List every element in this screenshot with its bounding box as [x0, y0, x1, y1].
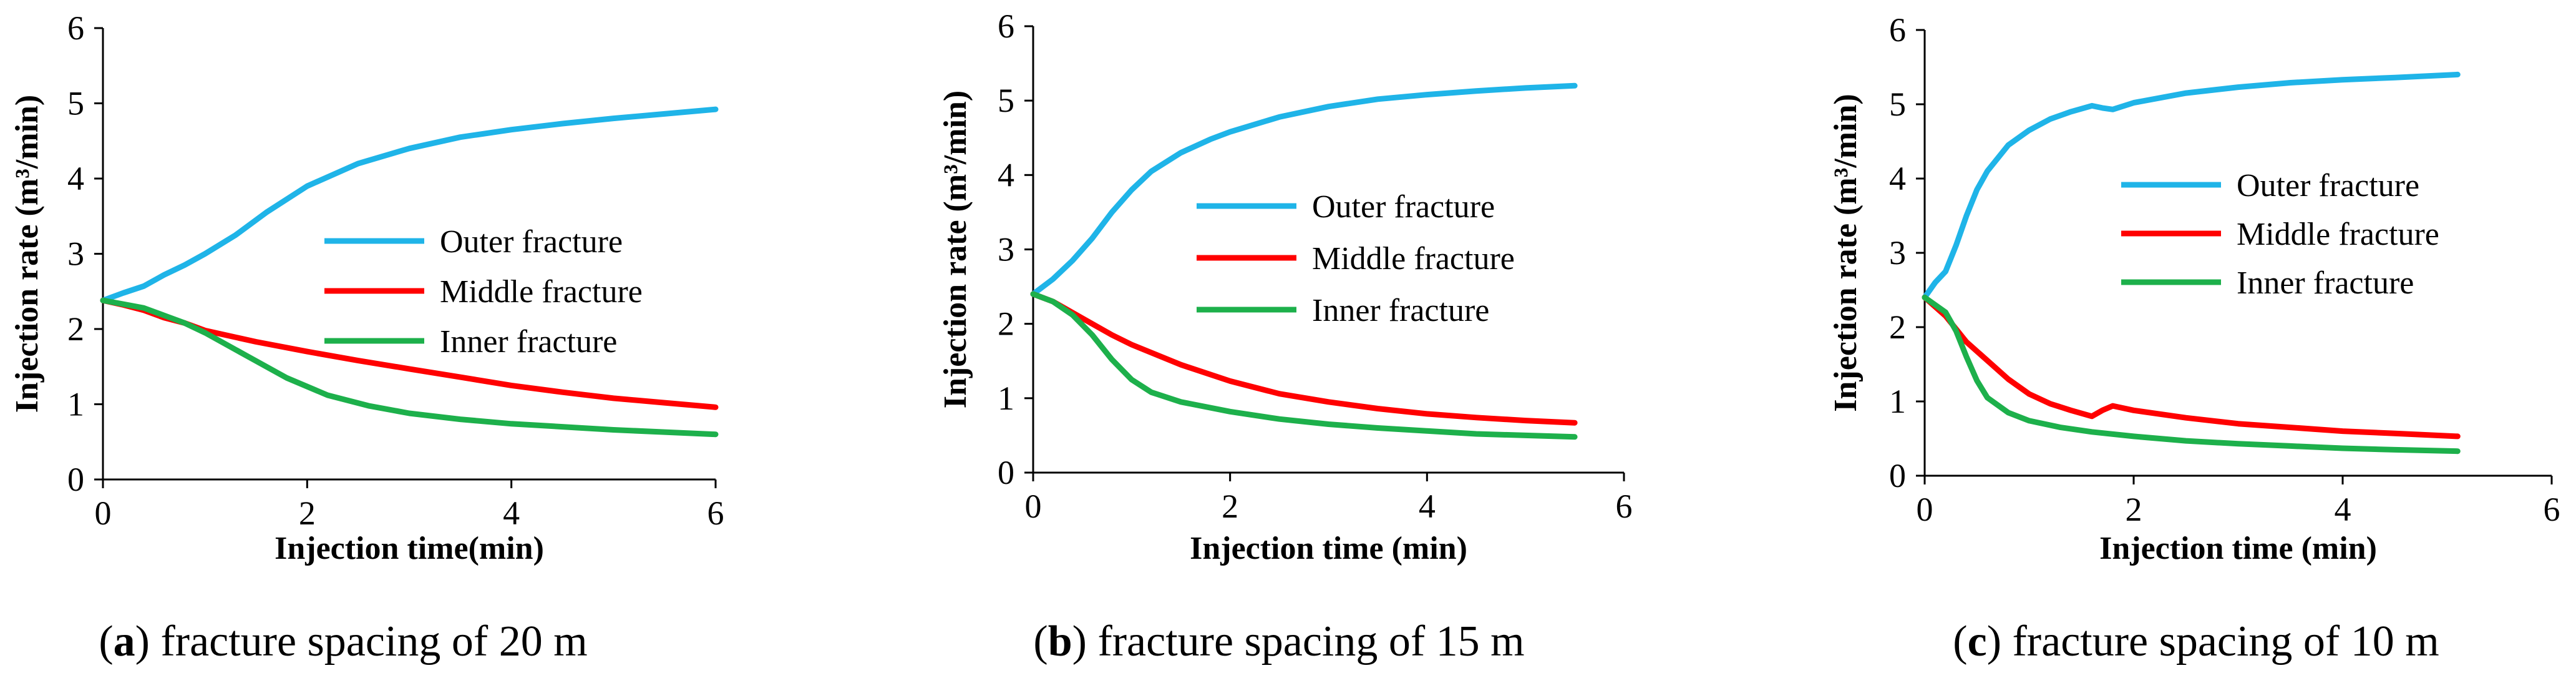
series-line-a-2 [100, 297, 719, 438]
y-tick-label-b: 5 [998, 82, 1014, 119]
y-tick-label-b: 3 [998, 231, 1014, 268]
chart-panel-a: (a) fracture spacing of 20 m 0 1 2 3 4 5 6 0 2 4 6… [9, 9, 724, 666]
y-tick-label-a: 0 [67, 461, 84, 498]
x-tick-label-a: 4 [503, 494, 520, 532]
legend-label-b-0: Outer fracture [1312, 189, 1495, 225]
chart-caption-c: (c) fracture spacing of 10 m [1953, 617, 2439, 666]
x-tick-label-c: 0 [1917, 491, 1933, 528]
x-axis-label-c: Injection time (min) [2099, 531, 2377, 566]
x-tick-label-a: 0 [95, 494, 112, 532]
y-tick-label-b: 6 [998, 7, 1014, 45]
series-line-b-2 [1030, 291, 1578, 440]
y-tick-label-a: 6 [67, 9, 84, 47]
y-tick-label-b: 1 [998, 380, 1014, 417]
x-tick-label-c: 6 [2544, 491, 2560, 528]
chart-panel-c: (c) fracture spacing of 10 m 0 1 2 3 4 5 6 0 2 4 6… [1828, 11, 2560, 666]
legend-label-b-2: Inner fracture [1312, 293, 1489, 328]
y-tick-label-a: 1 [67, 386, 84, 423]
y-tick-label-a: 2 [67, 310, 84, 348]
y-tick-label-c: 5 [1889, 86, 1906, 123]
x-axis-label-b: Injection time (min) [1190, 531, 1467, 566]
x-tick-label-a: 2 [299, 494, 316, 532]
legend-label-c-0: Outer fracture [2237, 168, 2419, 204]
series-line-b-0 [1030, 82, 1578, 297]
x-tick-label-c: 4 [2335, 491, 2351, 528]
series-line-c-1 [1922, 294, 2461, 440]
y-tick-label-a: 5 [67, 85, 84, 122]
series-line-a-0 [100, 106, 719, 303]
chart-caption-a: (a) fracture spacing of 20 m [99, 617, 587, 666]
y-tick-label-a: 3 [67, 235, 84, 273]
chart-caption-b: (b) fracture spacing of 15 m [1033, 617, 1524, 666]
y-axis-label-b: Injection rate (m³/min) [938, 91, 973, 408]
y-axis-label-c: Injection rate (m³/min) [1828, 94, 1864, 411]
x-tick-label-b: 2 [1222, 488, 1238, 525]
y-tick-label-c: 2 [1889, 308, 1906, 346]
y-tick-label-c: 3 [1889, 234, 1906, 272]
legend-label-a-0: Outer fracture [440, 224, 623, 260]
y-tick-label-b: 2 [998, 305, 1014, 343]
legend-label-b-1: Middle fracture [1312, 241, 1515, 277]
legend-label-a-2: Inner fracture [440, 324, 617, 360]
x-tick-label-a: 6 [707, 494, 724, 532]
y-tick-label-c: 4 [1889, 160, 1906, 197]
series-line-b-1 [1030, 291, 1578, 426]
x-tick-label-c: 2 [2126, 491, 2142, 528]
y-tick-label-c: 0 [1889, 457, 1906, 494]
y-tick-label-b: 4 [998, 156, 1014, 194]
y-tick-label-a: 4 [67, 160, 84, 197]
series-line-c-0 [1922, 71, 2461, 300]
x-tick-label-b: 4 [1419, 488, 1436, 525]
legend-label-c-2: Inner fracture [2237, 265, 2414, 301]
x-tick-label-b: 6 [1616, 488, 1633, 525]
series-line-a-1 [100, 297, 719, 410]
y-tick-label-c: 1 [1889, 383, 1906, 420]
x-tick-label-b: 0 [1025, 488, 1042, 525]
y-tick-label-c: 6 [1889, 11, 1906, 49]
chart-panel-b: (b) fracture spacing of 15 m 0 1 2 3 4 5 6 0 2 4 6… [938, 7, 1633, 666]
series-line-c-2 [1922, 294, 2461, 455]
legend-label-a-1: Middle fracture [440, 274, 643, 310]
x-axis-label-a: Injection time(min) [275, 531, 544, 566]
y-axis-label-a: Injection rate (m³/min) [9, 95, 45, 413]
legend-label-c-1: Middle fracture [2237, 217, 2439, 252]
y-tick-label-b: 0 [998, 454, 1014, 491]
